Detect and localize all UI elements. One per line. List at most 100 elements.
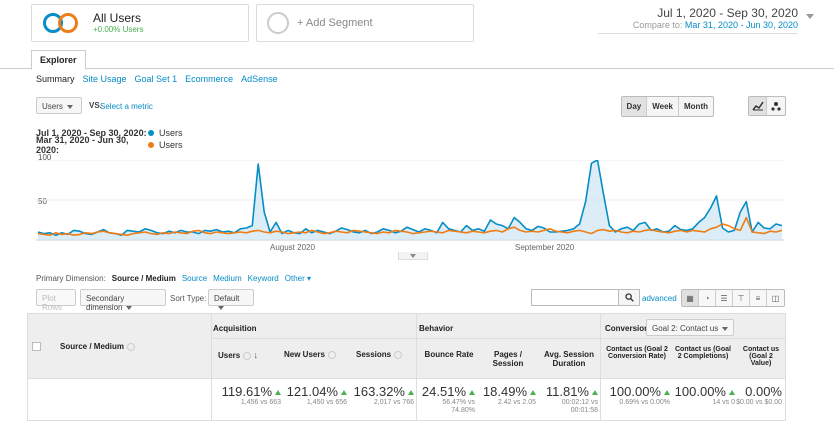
primary-dimension-bar: Primary Dimension: Source / Medium Sourc… (36, 274, 311, 283)
data-table-icon[interactable]: ▦ (682, 290, 699, 306)
comparison-view-icon[interactable]: ⊤ (733, 290, 750, 306)
granularity-day[interactable]: Day (621, 97, 648, 116)
subtab-site-usage[interactable]: Site Usage (82, 74, 127, 84)
group-acquisition: Acquisition (213, 324, 257, 333)
chevron-down-icon (410, 253, 416, 258)
granularity-switch: Day Week Month (620, 96, 714, 117)
trend-up-icon (592, 390, 598, 396)
select-metric-link[interactable]: Select a metric (100, 102, 153, 111)
metric-row: Users VS. Select a metric Day Week Month (36, 96, 786, 117)
series-area-current (38, 160, 782, 240)
segment-subtitle: +0.00% Users (93, 25, 144, 34)
trend-up-icon (275, 390, 281, 396)
granularity-month[interactable]: Month (684, 102, 708, 111)
motion-chart-icon[interactable] (767, 97, 785, 115)
legend-name-current: Users (159, 128, 183, 138)
metric-select[interactable]: Users (36, 97, 82, 114)
total-users: 119.61% 1,456 vs 663 (221, 384, 281, 406)
performance-view-icon[interactable]: ☰ (716, 290, 733, 306)
column-header-users[interactable]: Users ↓ (218, 350, 258, 360)
column-header-new-users[interactable]: New Users (284, 350, 344, 359)
legend-range-current: Jul 1, 2020 - Sep 30, 2020: (36, 128, 147, 138)
help-icon (243, 351, 252, 360)
tabs-row: Explorer (0, 48, 834, 70)
total-bounce-rate: 24.51% 56.47% vs 74.80% (421, 384, 475, 414)
granularity-week[interactable]: Week (647, 97, 679, 116)
total-goal2-value: 0.00% $0.00 vs $0.00 (736, 384, 782, 406)
column-header-pages-session[interactable]: Pages / Session (492, 350, 524, 368)
pivot-view-icon[interactable]: ◫ (771, 293, 780, 303)
group-conversions: Conversions (605, 324, 654, 333)
total-pages-session: 18.49% 2.42 vs 2.05 (482, 384, 536, 406)
legend-row-previous: Mar 31, 2020 - Jun 30, 2020: Users (36, 135, 183, 155)
chevron-down-icon (66, 104, 73, 109)
total-goal2-completions: 100.00% 14 vs 0 (674, 384, 735, 406)
column-header-sessions[interactable]: Sessions (356, 350, 416, 359)
dimension-keyword[interactable]: Keyword (247, 274, 279, 283)
explorer-subtabs: Summary Site Usage Goal Set 1 Ecommerce … (36, 74, 278, 84)
secondary-dimension-select[interactable]: Secondary dimension (80, 289, 166, 312)
tab-explorer[interactable]: Explorer (31, 50, 86, 70)
term-cloud-icon[interactable]: ≡ (750, 290, 767, 306)
legend-dot-orange (148, 142, 154, 148)
series-line-current[interactable] (37, 160, 783, 236)
sort-type-select[interactable]: Default (208, 289, 254, 310)
dimension-medium[interactable]: Medium (213, 274, 242, 283)
trend-up-icon (469, 390, 475, 396)
column-header-goal2-completions[interactable]: Contact us (Goal 2 Completions) (674, 346, 731, 360)
x-tick-label: August 2020 (270, 243, 315, 252)
add-segment-label: + Add Segment (297, 17, 373, 29)
total-goal2-conversion-rate: 100.00% 0.69% vs 0.00% (609, 384, 670, 406)
dimension-other[interactable]: Other ▾ (284, 274, 312, 283)
chart-legend: Jul 1, 2020 - Sep 30, 2020: Users Mar 31… (36, 127, 183, 155)
segment-all-users[interactable]: All Users +0.00% Users (31, 4, 249, 42)
subtab-summary[interactable]: Summary (36, 74, 75, 84)
total-sessions: 163.32% 2,017 vs 766 (353, 384, 414, 406)
legend-dot-blue (148, 130, 154, 136)
search-icon[interactable] (618, 289, 640, 306)
date-range-picker[interactable]: Jul 1, 2020 - Sep 30, 2020 Compare to: M… (598, 6, 814, 34)
chevron-down-icon (722, 326, 729, 331)
add-segment-icon (267, 12, 289, 34)
plot-rows-button[interactable]: Plot Rows (36, 289, 76, 312)
column-header-goal2-conversion-rate[interactable]: Contact us (Goal 2 Conversion Rate) (606, 346, 668, 360)
trend-up-icon (408, 390, 414, 396)
trend-up-icon (341, 390, 347, 396)
group-behavior: Behavior (419, 324, 454, 333)
metric-select-value: Users (42, 102, 63, 111)
chart-resize-handle[interactable] (398, 252, 428, 260)
segment-bar: All Users +0.00% Users + Add Segment Jul… (0, 0, 834, 50)
y-tick-label: 100 (38, 153, 52, 162)
pie-view-icon[interactable]: ◔ (699, 290, 716, 306)
total-avg-session-duration: 11.81% 00:02:12 vs 00:01:58 (545, 384, 598, 414)
compare-prefix: Compare to: (632, 20, 683, 30)
dimension-source[interactable]: Source (181, 274, 208, 283)
trend-up-icon (664, 390, 670, 396)
add-segment-button[interactable]: + Add Segment (256, 4, 474, 42)
compare-range: Mar 31, 2020 - Jun 30, 2020 (684, 20, 798, 30)
chevron-down-icon (218, 305, 224, 310)
table-view-switch: ▦ ◔ ☰ ⊤ ≡ ◫ (681, 289, 785, 307)
dimension-source-medium[interactable]: Source / Medium (111, 274, 176, 283)
line-chart[interactable] (36, 160, 784, 253)
chevron-down-icon (126, 305, 133, 310)
x-tick-label: September 2020 (515, 243, 575, 252)
series-line-previous[interactable] (37, 216, 783, 236)
help-icon (127, 342, 136, 351)
help-icon (394, 350, 403, 359)
column-header-goal2-value[interactable]: Contact us (Goal 2 Value) (742, 346, 780, 367)
column-header-avg-session-duration[interactable]: Avg. Session Duration (544, 350, 594, 368)
subtab-goal-set-1[interactable]: Goal Set 1 (134, 74, 178, 84)
column-header-bounce-rate[interactable]: Bounce Rate (424, 350, 474, 359)
chart-type-switch (748, 96, 786, 116)
help-icon (327, 350, 336, 359)
goal-select[interactable]: Goal 2: Contact us (646, 319, 735, 336)
select-all-checkbox[interactable] (32, 342, 41, 351)
advanced-filter-link[interactable]: advanced (642, 294, 677, 303)
subtab-ecommerce[interactable]: Ecommerce (185, 74, 234, 84)
total-new-users: 121.04% 1,450 vs 656 (286, 384, 347, 406)
column-header-source-medium[interactable]: Source / Medium (60, 342, 136, 351)
line-chart-icon[interactable] (749, 97, 767, 115)
subtab-adsense[interactable]: AdSense (241, 74, 278, 84)
y-tick-label: 50 (38, 197, 47, 206)
